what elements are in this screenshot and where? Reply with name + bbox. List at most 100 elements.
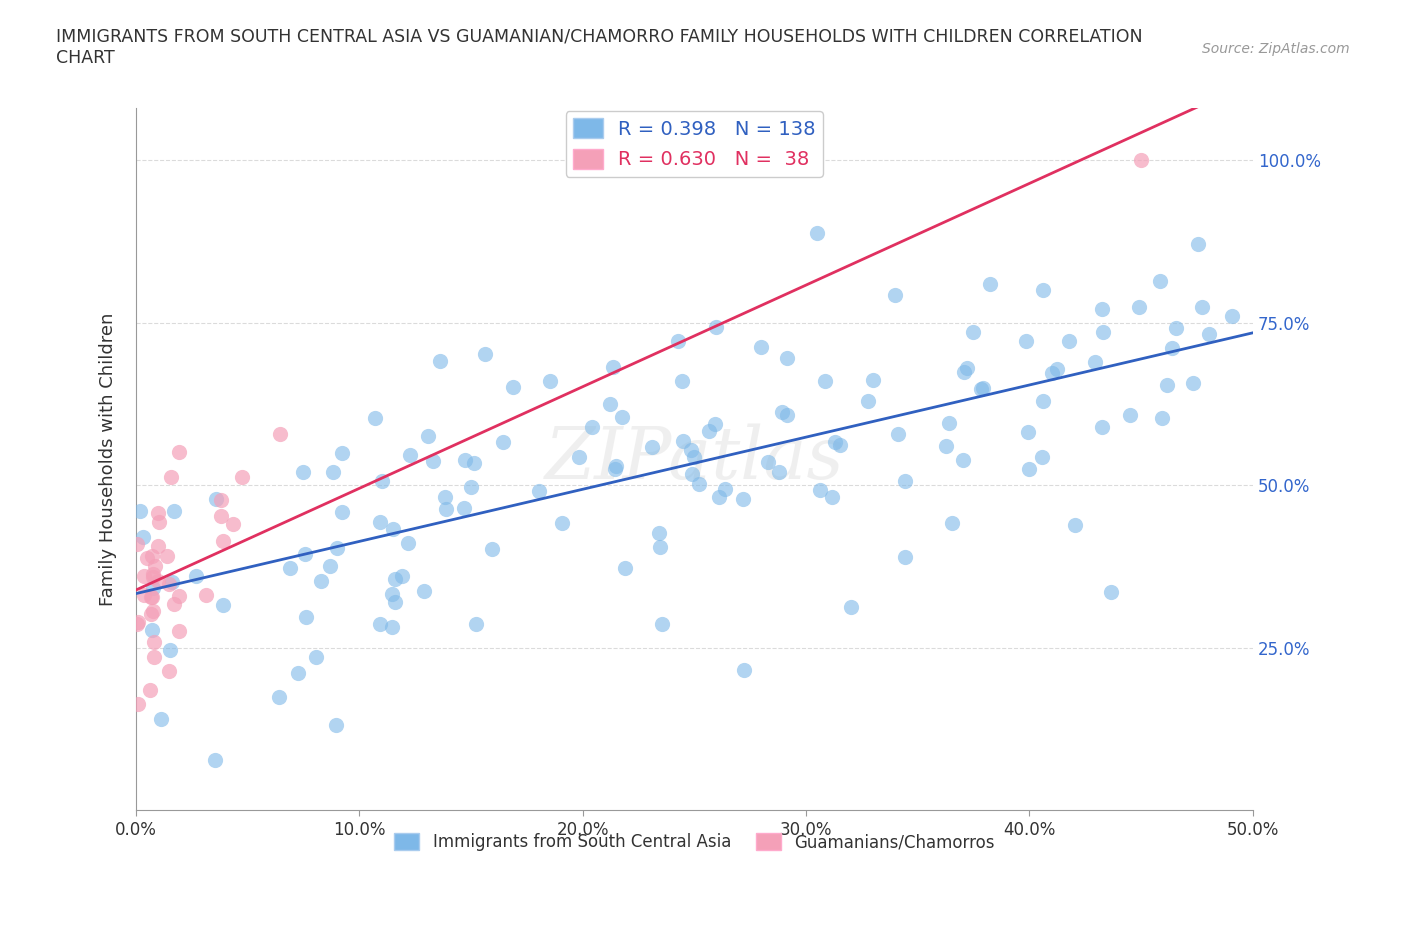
Immigrants from South Central Asia <box>1164 321 1187 336</box>
Guamanians/Chamorros <box>139 683 162 698</box>
Immigrants from South Central Asia <box>384 572 406 587</box>
Immigrants from South Central Asia <box>935 439 957 454</box>
Immigrants from South Central Asia <box>605 458 627 473</box>
Guamanians/Chamorros <box>127 696 149 711</box>
Immigrants from South Central Asia <box>612 410 634 425</box>
Immigrants from South Central Asia <box>330 445 353 460</box>
Immigrants from South Central Asia <box>325 718 347 733</box>
Immigrants from South Central Asia <box>211 597 233 612</box>
Immigrants from South Central Asia <box>550 515 572 530</box>
Text: Source: ZipAtlas.com: Source: ZipAtlas.com <box>1202 42 1350 56</box>
Immigrants from South Central Asia <box>391 568 413 583</box>
Immigrants from South Central Asia <box>538 373 561 388</box>
Immigrants from South Central Asia <box>668 333 690 348</box>
Guamanians/Chamorros <box>157 664 180 679</box>
Immigrants from South Central Asia <box>613 560 636 575</box>
Immigrants from South Central Asia <box>1018 462 1040 477</box>
Legend: Immigrants from South Central Asia, Guamanians/Chamorros: Immigrants from South Central Asia, Guam… <box>388 827 1001 858</box>
Immigrants from South Central Asia <box>956 361 979 376</box>
Immigrants from South Central Asia <box>291 465 314 480</box>
Guamanians/Chamorros <box>167 445 190 459</box>
Immigrants from South Central Asia <box>149 711 172 726</box>
Guamanians/Chamorros <box>146 506 169 521</box>
Immigrants from South Central Asia <box>970 382 993 397</box>
Immigrants from South Central Asia <box>707 489 730 504</box>
Immigrants from South Central Asia <box>384 595 406 610</box>
Immigrants from South Central Asia <box>368 617 391 631</box>
Guamanians/Chamorros <box>148 539 170 554</box>
Immigrants from South Central Asia <box>806 225 828 240</box>
Immigrants from South Central Asia <box>979 276 1001 291</box>
Immigrants from South Central Asia <box>1084 355 1107 370</box>
Guamanians/Chamorros <box>132 569 155 584</box>
Immigrants from South Central Asia <box>821 490 844 505</box>
Guamanians/Chamorros <box>142 569 165 584</box>
Immigrants from South Central Asia <box>749 339 772 354</box>
Immigrants from South Central Asia <box>856 393 879 408</box>
Immigrants from South Central Asia <box>1187 236 1209 251</box>
Immigrants from South Central Asia <box>679 443 702 458</box>
Immigrants from South Central Asia <box>460 479 482 494</box>
Immigrants from South Central Asia <box>1181 376 1204 391</box>
Guamanians/Chamorros <box>167 624 190 639</box>
Immigrants from South Central Asia <box>368 514 391 529</box>
Guamanians/Chamorros <box>231 470 253 485</box>
Immigrants from South Central Asia <box>330 505 353 520</box>
Immigrants from South Central Asia <box>641 440 664 455</box>
Immigrants from South Central Asia <box>433 489 456 504</box>
Immigrants from South Central Asia <box>1119 408 1142 423</box>
Immigrants from South Central Asia <box>776 407 799 422</box>
Immigrants from South Central Asia <box>824 435 846 450</box>
Immigrants from South Central Asia <box>703 417 725 432</box>
Immigrants from South Central Asia <box>436 501 458 516</box>
Immigrants from South Central Asia <box>1220 308 1243 323</box>
Guamanians/Chamorros <box>221 517 243 532</box>
Guamanians/Chamorros <box>160 470 183 485</box>
Immigrants from South Central Asia <box>1031 449 1053 464</box>
Text: IMMIGRANTS FROM SOUTH CENTRAL ASIA VS GUAMANIAN/CHAMORRO FAMILY HOUSEHOLDS WITH : IMMIGRANTS FROM SOUTH CENTRAL ASIA VS GU… <box>56 28 1143 67</box>
Immigrants from South Central Asia <box>1149 273 1171 288</box>
Immigrants from South Central Asia <box>463 456 485 471</box>
Immigrants from South Central Asia <box>381 522 404 537</box>
Immigrants from South Central Asia <box>162 575 184 590</box>
Immigrants from South Central Asia <box>527 484 550 498</box>
Immigrants from South Central Asia <box>808 483 831 498</box>
Immigrants from South Central Asia <box>380 620 402 635</box>
Immigrants from South Central Asia <box>941 515 963 530</box>
Immigrants from South Central Asia <box>1150 411 1173 426</box>
Guamanians/Chamorros <box>146 574 169 589</box>
Immigrants from South Central Asia <box>1017 425 1039 440</box>
Immigrants from South Central Asia <box>567 449 589 464</box>
Guamanians/Chamorros <box>142 566 165 581</box>
Immigrants from South Central Asia <box>813 374 835 389</box>
Immigrants from South Central Asia <box>1156 378 1178 392</box>
Immigrants from South Central Asia <box>396 536 419 551</box>
Immigrants from South Central Asia <box>326 540 349 555</box>
Immigrants from South Central Asia <box>1128 300 1150 315</box>
Immigrants from South Central Asia <box>697 423 720 438</box>
Guamanians/Chamorros <box>132 588 155 603</box>
Immigrants from South Central Asia <box>938 416 960 431</box>
Immigrants from South Central Asia <box>295 610 318 625</box>
Immigrants from South Central Asia <box>142 580 165 595</box>
Immigrants from South Central Asia <box>204 752 226 767</box>
Guamanians/Chamorros <box>1130 153 1153 167</box>
Immigrants from South Central Asia <box>733 663 755 678</box>
Immigrants from South Central Asia <box>599 397 621 412</box>
Immigrants from South Central Asia <box>828 437 851 452</box>
Guamanians/Chamorros <box>142 650 165 665</box>
Immigrants from South Central Asia <box>412 584 434 599</box>
Guamanians/Chamorros <box>141 606 163 621</box>
Immigrants from South Central Asia <box>186 568 208 583</box>
Immigrants from South Central Asia <box>1091 419 1114 434</box>
Immigrants from South Central Asia <box>311 573 333 588</box>
Immigrants from South Central Asia <box>492 434 515 449</box>
Immigrants from South Central Asia <box>319 558 342 573</box>
Immigrants from South Central Asia <box>893 550 915 565</box>
Immigrants from South Central Asia <box>953 365 976 379</box>
Immigrants from South Central Asia <box>1198 326 1220 341</box>
Guamanians/Chamorros <box>269 427 291 442</box>
Immigrants from South Central Asia <box>681 466 703 481</box>
Immigrants from South Central Asia <box>1191 299 1213 314</box>
Immigrants from South Central Asia <box>502 379 524 394</box>
